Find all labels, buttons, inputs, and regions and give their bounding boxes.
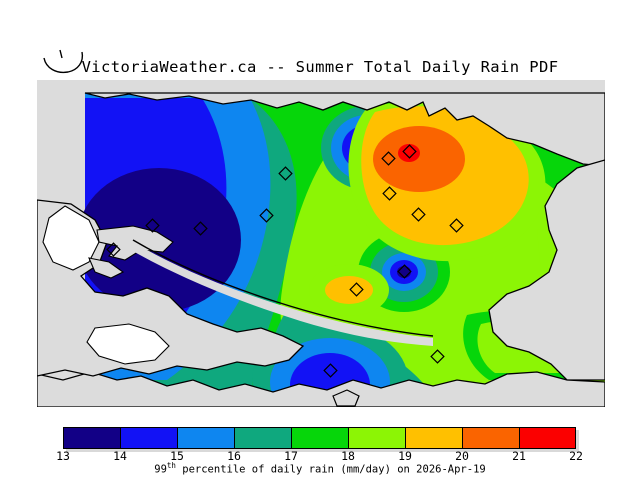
colorbar-band-20-21[interactable] bbox=[462, 427, 519, 449]
colorbar-band-17-18[interactable] bbox=[291, 427, 348, 449]
caption-rest: percentile of daily rain (mm/day) on 202… bbox=[175, 463, 486, 476]
station-marker[interactable] bbox=[449, 218, 464, 233]
colorbar-tick-19: 19 bbox=[398, 449, 412, 463]
coastline-strait bbox=[132, 239, 434, 337]
coastline-fragment-icon bbox=[43, 49, 84, 74]
page-title: VictoriaWeather.ca -- Summer Total Daily… bbox=[81, 58, 559, 76]
map-panel bbox=[37, 80, 605, 407]
colorbar-tick-21: 21 bbox=[512, 449, 526, 463]
colorbar-tick-18: 18 bbox=[341, 449, 355, 463]
coastline-east bbox=[488, 159, 605, 381]
station-marker[interactable] bbox=[259, 208, 274, 223]
colorbar-tick-labels: 13 14 15 16 17 18 19 20 21 22 bbox=[0, 449, 640, 463]
colorbar-band-21-22[interactable] bbox=[519, 427, 576, 449]
caption-prefix: 99 bbox=[154, 463, 167, 476]
colorbar-tick-15: 15 bbox=[170, 449, 184, 463]
colorbar-band-14-15[interactable] bbox=[120, 427, 177, 449]
caption-superscript: th bbox=[166, 461, 176, 470]
lake-southwest bbox=[86, 323, 170, 365]
colorbar-tick-17: 17 bbox=[284, 449, 298, 463]
station-markers bbox=[106, 144, 464, 378]
station-marker[interactable] bbox=[278, 166, 293, 181]
land-mask bbox=[37, 92, 605, 407]
colorbar-tick-22: 22 bbox=[569, 449, 583, 463]
rainfall-contour-map bbox=[37, 80, 605, 407]
station-marker[interactable] bbox=[349, 282, 364, 297]
colorbar-band-13-14[interactable] bbox=[63, 427, 120, 449]
station-marker[interactable] bbox=[145, 218, 160, 233]
colorbar-tick-14: 14 bbox=[113, 449, 127, 463]
coastline-north bbox=[84, 92, 605, 167]
station-marker[interactable] bbox=[381, 151, 396, 166]
colorbar-tick-16: 16 bbox=[227, 449, 241, 463]
high-northeast-maximum bbox=[348, 101, 546, 262]
strait-shore-band bbox=[131, 242, 433, 346]
station-marker[interactable] bbox=[106, 242, 121, 257]
colorbar-tick-20: 20 bbox=[455, 449, 469, 463]
colorbar[interactable] bbox=[63, 427, 576, 449]
station-marker[interactable] bbox=[382, 186, 397, 201]
station-marker[interactable] bbox=[323, 363, 338, 378]
colorbar-band-15-16[interactable] bbox=[177, 427, 234, 449]
station-marker[interactable] bbox=[193, 221, 208, 236]
station-marker[interactable] bbox=[402, 144, 417, 159]
lake-west bbox=[42, 205, 100, 271]
station-marker[interactable] bbox=[397, 264, 412, 279]
island-south bbox=[332, 389, 360, 407]
colorbar-caption: 99th percentile of daily rain (mm/day) o… bbox=[0, 461, 640, 476]
colorbar-band-19-20[interactable] bbox=[405, 427, 462, 449]
coastline-south bbox=[37, 371, 605, 407]
colorbar-tick-13: 13 bbox=[56, 449, 70, 463]
colorbar-band-16-17[interactable] bbox=[234, 427, 291, 449]
high-central-amber bbox=[309, 264, 389, 316]
station-marker[interactable] bbox=[430, 349, 445, 364]
colorbar-band-18-19[interactable] bbox=[348, 427, 405, 449]
coastal-spit-tail bbox=[88, 257, 125, 279]
station-marker[interactable] bbox=[411, 207, 426, 222]
